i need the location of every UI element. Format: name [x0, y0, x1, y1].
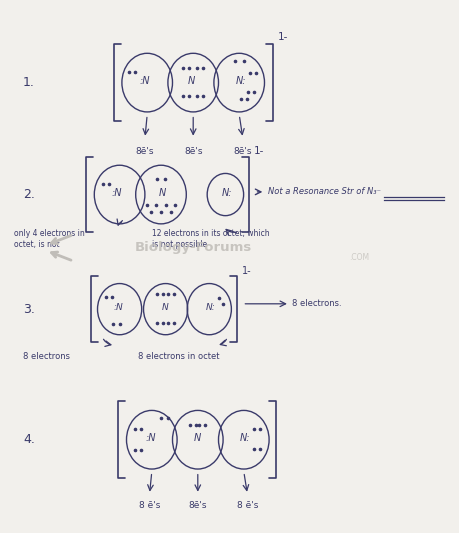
Text: 3.: 3.	[23, 303, 35, 316]
Text: .COM: .COM	[348, 253, 368, 262]
Text: N:: N:	[240, 433, 250, 443]
Text: 8ē's: 8ē's	[233, 147, 252, 156]
Text: N: N	[162, 303, 168, 312]
Text: 1.: 1.	[23, 76, 35, 89]
Text: 1-: 1-	[278, 33, 288, 42]
Text: :N: :N	[112, 188, 122, 198]
Text: 2.: 2.	[23, 188, 35, 201]
Text: 8ē's: 8ē's	[135, 147, 154, 156]
Text: :N: :N	[145, 433, 155, 443]
Text: 1-: 1-	[241, 266, 251, 276]
Text: only 4 electrons in
octet, is not: only 4 electrons in octet, is not	[14, 229, 84, 248]
Text: 1-: 1-	[253, 146, 263, 156]
Text: N:: N:	[221, 188, 231, 198]
Text: 8ē's: 8ē's	[184, 147, 202, 156]
Text: 8 electrons in octet: 8 electrons in octet	[138, 352, 219, 361]
Text: N:: N:	[205, 303, 215, 312]
Text: N: N	[158, 188, 165, 198]
Text: 8 electrons.: 8 electrons.	[291, 300, 341, 308]
Text: Not a Resonance Str of N₃⁻: Not a Resonance Str of N₃⁻	[267, 188, 380, 196]
Text: N: N	[188, 76, 195, 86]
Text: :N: :N	[113, 303, 123, 312]
Text: 12 electrons in its octet, which
is not possible: 12 electrons in its octet, which is not …	[151, 229, 269, 248]
Text: 8ē's: 8ē's	[188, 501, 207, 510]
Text: N:: N:	[235, 76, 245, 86]
Text: 4.: 4.	[23, 433, 35, 446]
Text: 8 ē's: 8 ē's	[236, 501, 257, 510]
Text: :N: :N	[140, 76, 150, 86]
Text: N: N	[193, 433, 201, 443]
Text: 8 electrons: 8 electrons	[23, 352, 70, 361]
Text: Biology-Forums: Biology-Forums	[134, 241, 251, 254]
Text: 8 ē's: 8 ē's	[139, 501, 160, 510]
